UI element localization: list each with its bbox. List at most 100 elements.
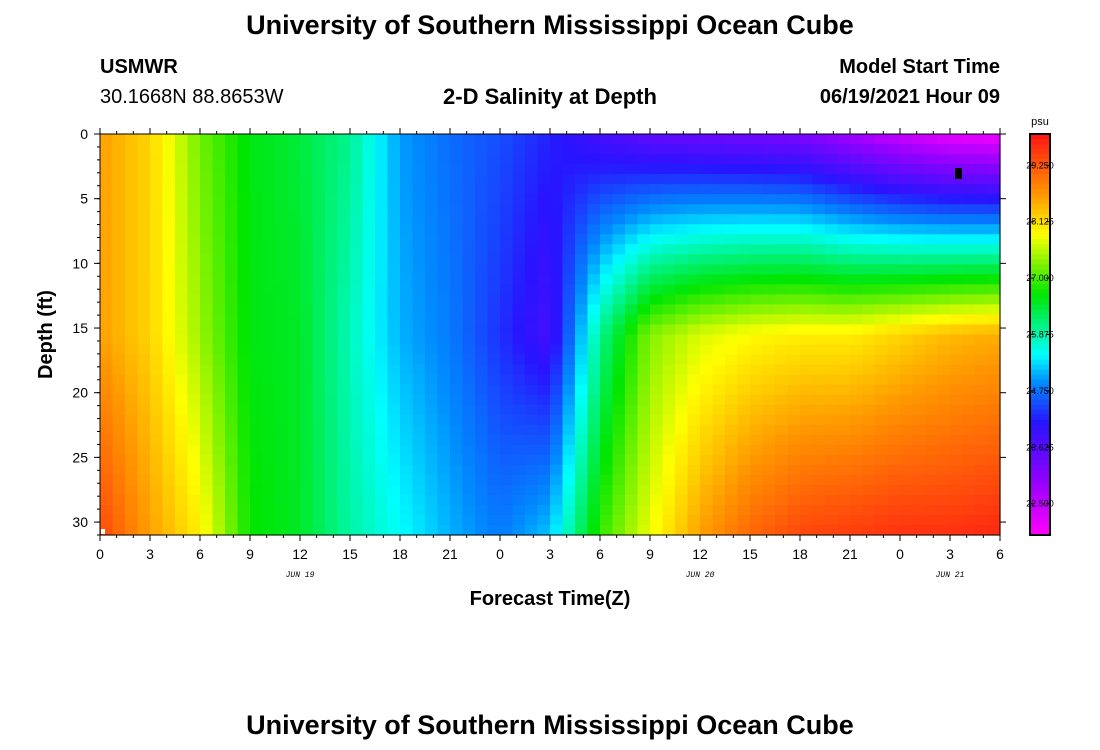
heatmap-cell: [500, 444, 514, 456]
heatmap-cell: [512, 484, 526, 496]
heatmap-cell: [350, 334, 364, 346]
heatmap-cell: [175, 524, 189, 536]
heatmap-cell: [475, 344, 489, 356]
heatmap-cell: [387, 284, 401, 295]
heatmap-cell: [775, 344, 789, 356]
heatmap-cell: [812, 364, 826, 376]
heatmap-cell: [825, 364, 839, 376]
heatmap-cell: [762, 494, 776, 506]
heatmap-cell: [662, 294, 676, 306]
heatmap-cell: [637, 174, 651, 185]
heatmap-cell: [312, 344, 326, 356]
heatmap-cell: [687, 404, 701, 416]
colorbar-cell: [1030, 184, 1050, 190]
heatmap-cell: [312, 154, 326, 165]
heatmap-cell: [512, 304, 526, 316]
heatmap-cell: [412, 474, 426, 486]
heatmap-cell: [500, 474, 514, 486]
heatmap-cell: [537, 344, 551, 356]
heatmap-cell: [562, 404, 576, 416]
heatmap-cell: [125, 284, 139, 295]
heatmap-cell: [962, 324, 976, 336]
heatmap-cell: [287, 274, 301, 285]
heatmap-cell: [212, 264, 226, 275]
heatmap-cell: [625, 374, 639, 386]
heatmap-cell: [737, 174, 751, 185]
heatmap-cell: [662, 414, 676, 426]
heatmap-cell: [625, 364, 639, 376]
heatmap-cell: [362, 174, 376, 185]
heatmap-cell: [187, 254, 201, 265]
heatmap-cell: [425, 184, 439, 195]
heatmap-cell: [762, 194, 776, 205]
heatmap-cell: [350, 204, 364, 215]
heatmap-cell: [262, 314, 276, 326]
heatmap-cell: [487, 394, 501, 406]
colorbar-cell: [1030, 289, 1050, 295]
heatmap-cell: [412, 284, 426, 295]
heatmap-cell: [387, 164, 401, 175]
heatmap-cell: [600, 144, 614, 155]
heatmap-cell: [150, 214, 164, 225]
heatmap-cell: [275, 304, 289, 316]
heatmap-cell: [512, 344, 526, 356]
heatmap-cell: [550, 354, 564, 366]
heatmap-cell: [225, 174, 239, 185]
heatmap-cell: [300, 374, 314, 386]
heatmap-cell: [962, 304, 976, 316]
heatmap-cell: [162, 254, 176, 265]
heatmap-cell: [287, 264, 301, 275]
heatmap-cell: [325, 254, 339, 265]
heatmap-cell: [475, 524, 489, 536]
heatmap-cell: [800, 504, 814, 516]
heatmap-cell: [800, 444, 814, 456]
heatmap-cell: [912, 494, 926, 506]
heatmap-cell: [662, 164, 676, 175]
heatmap-cell: [325, 274, 339, 285]
heatmap-cell: [125, 394, 139, 406]
heatmap-cell: [812, 154, 826, 165]
heatmap-cell: [137, 374, 151, 386]
heatmap-cell: [725, 354, 739, 366]
heatmap-cell: [925, 514, 939, 526]
heatmap-cell: [250, 414, 264, 426]
heatmap-cell: [212, 384, 226, 396]
heatmap-cell: [712, 384, 726, 396]
heatmap-cell: [600, 494, 614, 506]
heatmap-cell: [950, 384, 964, 396]
heatmap-cell: [175, 304, 189, 316]
heatmap-cell: [762, 394, 776, 406]
heatmap-cell: [387, 304, 401, 316]
heatmap-cell: [975, 274, 989, 285]
heatmap-cell: [925, 154, 939, 165]
heatmap-cell: [825, 214, 839, 225]
heatmap-cell: [825, 494, 839, 506]
heatmap-cell: [150, 384, 164, 396]
heatmap-cell: [662, 354, 676, 366]
heatmap-cell: [225, 354, 239, 366]
heatmap-cell: [600, 354, 614, 366]
heatmap-cell: [462, 474, 476, 486]
heatmap-cell: [700, 224, 714, 235]
heatmap-cell: [962, 164, 976, 175]
heatmap-cell: [575, 154, 589, 165]
heatmap-cell: [187, 164, 201, 175]
heatmap-cell: [675, 294, 689, 306]
heatmap-cell: [400, 174, 414, 185]
heatmap-cell: [525, 504, 539, 516]
heatmap-cell: [425, 294, 439, 306]
heatmap-cell: [200, 474, 214, 486]
heatmap-cell: [325, 204, 339, 215]
heatmap-cell: [562, 224, 576, 235]
heatmap-cell: [412, 444, 426, 456]
heatmap-cell: [487, 184, 501, 195]
heatmap-cell: [225, 254, 239, 265]
heatmap-cell: [175, 214, 189, 225]
heatmap-cell: [175, 454, 189, 466]
heatmap-cell: [700, 184, 714, 195]
heatmap-cell: [725, 394, 739, 406]
heatmap-cell: [525, 314, 539, 326]
heatmap-cell: [937, 464, 951, 476]
heatmap-cell: [687, 334, 701, 346]
heatmap-cell: [187, 504, 201, 516]
